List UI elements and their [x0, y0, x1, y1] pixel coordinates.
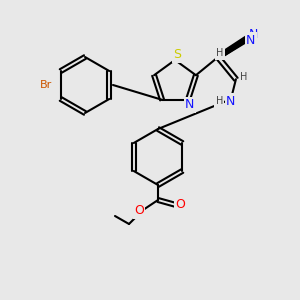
Text: Br: Br: [40, 80, 52, 90]
Text: H: H: [215, 96, 223, 106]
Text: N: N: [226, 95, 236, 108]
Text: S: S: [173, 49, 181, 62]
Text: O: O: [175, 199, 185, 212]
Text: N: N: [246, 34, 256, 47]
Text: H: H: [240, 72, 247, 82]
Text: N: N: [185, 98, 195, 111]
Text: O: O: [134, 205, 144, 218]
Text: H: H: [216, 48, 224, 58]
Text: N: N: [249, 28, 259, 41]
